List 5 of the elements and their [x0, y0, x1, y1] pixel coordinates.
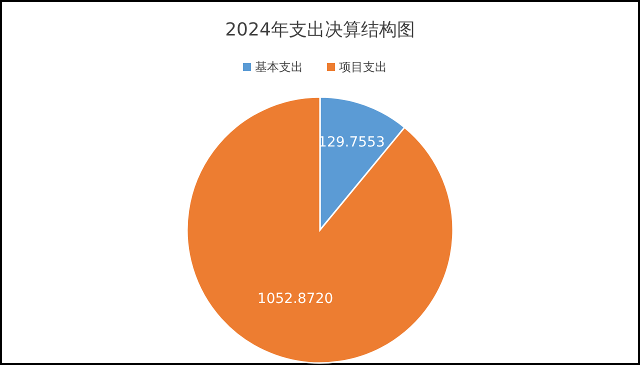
chart-title: 2024年支出决算结构图 — [225, 20, 415, 40]
legend-label: 基本支出 — [255, 60, 303, 74]
data-label: 1052.8720 — [257, 290, 334, 307]
pie-slice — [186, 96, 454, 364]
legend-label: 项目支出 — [339, 60, 387, 74]
